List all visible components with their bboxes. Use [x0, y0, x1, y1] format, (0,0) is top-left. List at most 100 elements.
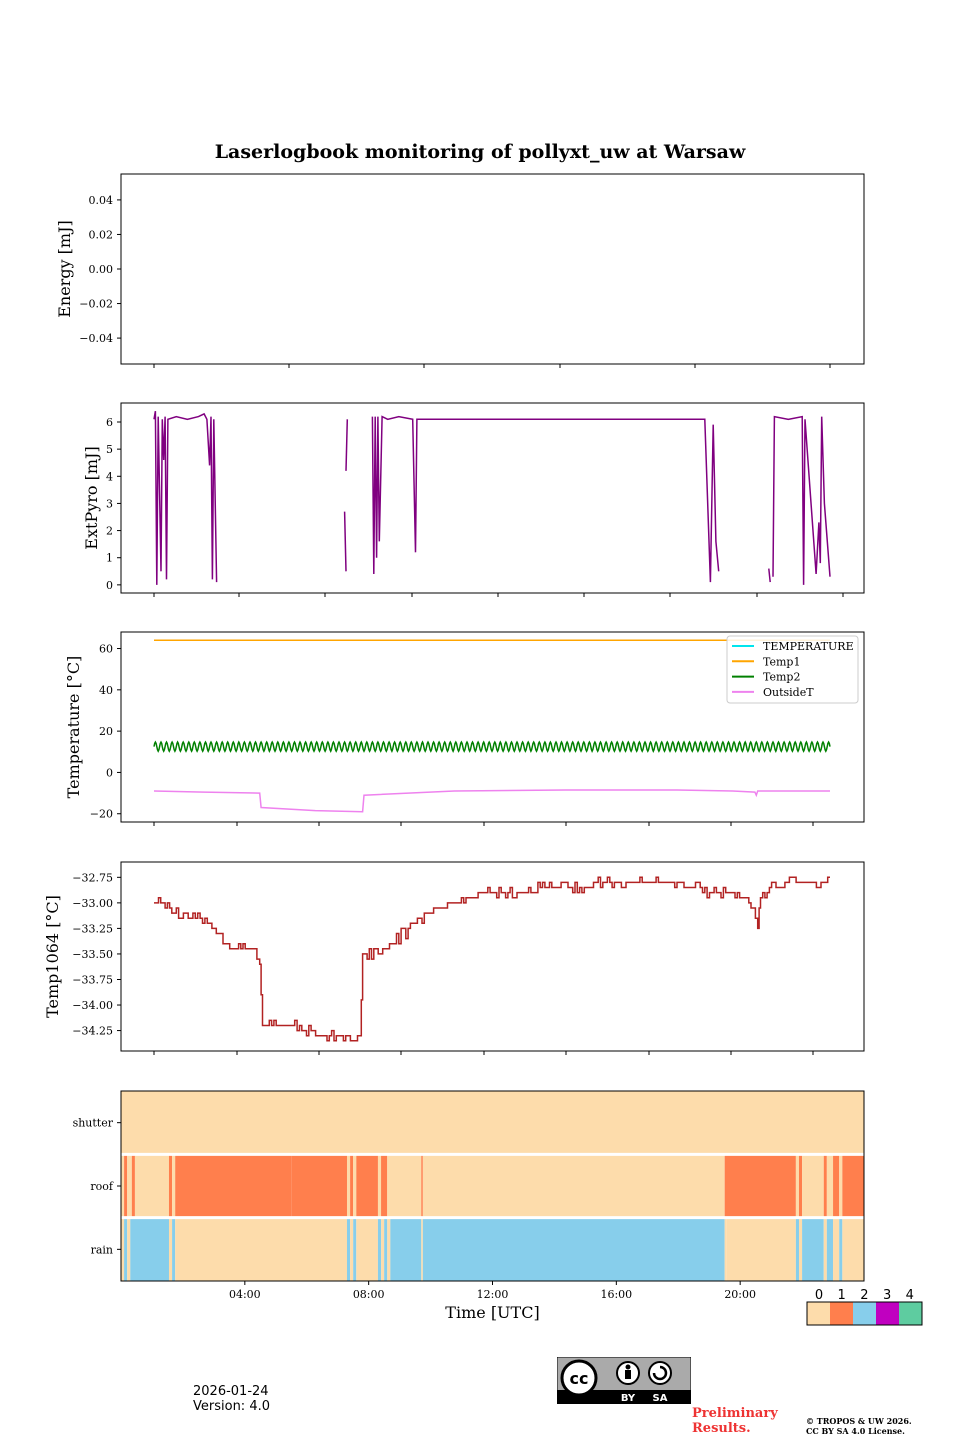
status-cell-rain: [802, 1217, 824, 1281]
status-cell-roof: [172, 1154, 176, 1218]
temperature-ytick-label: 0: [106, 766, 113, 779]
energy-ytick-label: 0.00: [89, 263, 114, 276]
colorbar-swatch-2: [853, 1302, 876, 1325]
status-cell-roof: [124, 1154, 128, 1218]
temp1064-ytick-label: −34.00: [72, 999, 113, 1012]
legend-label-temp1: Temp1: [763, 655, 800, 668]
cc-icon-label: cc: [570, 1369, 589, 1388]
colorbar-tick-label: 1: [838, 1288, 846, 1303]
status-xtick-label: 08:00: [353, 1288, 385, 1301]
status-cell-roof: [127, 1154, 132, 1218]
extpyro-ytick-label: 0: [106, 579, 113, 592]
extpyro-series-line-segment: [343, 511, 347, 572]
status-cell-roof: [724, 1154, 796, 1218]
temperature-legend-box: [726, 635, 859, 704]
temp1064-series-line: [154, 876, 830, 1042]
colorbar-frame: [806, 1301, 923, 1326]
temperature-ylabel: Temperature [°C]: [64, 656, 83, 799]
energy-axes-frame: [120, 173, 865, 365]
colorbar-tick-label: 3: [883, 1288, 891, 1303]
footer-date: 2026-01-24: [193, 1384, 269, 1399]
status-cell-rain: [130, 1217, 169, 1281]
footer-version: Version: 4.0: [193, 1399, 270, 1414]
status-cell-roof: [842, 1154, 864, 1218]
copyright-notice: © TROPOS & UW 2026. CC BY SA 4.0 License…: [806, 1416, 912, 1436]
extpyro-ytick-label: 5: [106, 443, 113, 456]
status-cell-roof: [168, 1154, 173, 1218]
status-cell-rain: [384, 1217, 388, 1281]
legend-label-temp2: Temp2: [763, 671, 800, 684]
status-cell-shutter: [121, 1091, 864, 1155]
status-cell-roof: [422, 1154, 725, 1218]
status-cell-rain: [127, 1217, 131, 1281]
temp1064-axes-frame: [120, 861, 865, 1052]
status-cell-rain: [842, 1217, 864, 1281]
extpyro-series-line-segment: [153, 410, 218, 585]
temp1064-ytick-label: −32.75: [72, 871, 113, 884]
preliminary-results-note: Preliminary Results.: [692, 1406, 778, 1436]
temperature-ytick-label: −20: [90, 808, 113, 821]
cc-by-sa-badge: cc BY SA: [556, 1356, 692, 1408]
legend-label-temperature: TEMPERATURE: [763, 640, 854, 653]
temperature-panel: 60 40 20 0 −20 Temperature [°C] TEMPERATURE Tem…: [64, 631, 865, 826]
temp1064-panel: −32.75 −33.00 −33.25 −33.50 −33.75 −34.00 −34.…: [43, 861, 865, 1055]
status-xlabel: Time [UTC]: [445, 1303, 539, 1322]
status-cell-roof: [291, 1154, 347, 1218]
status-cell-rain: [422, 1217, 725, 1281]
status-xtick-label: 12:00: [477, 1288, 509, 1301]
extpyro-ytick-label: 1: [106, 552, 113, 565]
status-cell-roof: [175, 1154, 292, 1218]
colorbar-tick-label: 4: [906, 1288, 914, 1303]
extpyro-ylabel: ExtPyro [mJ]: [82, 446, 101, 549]
temperature-ytick-label: 60: [99, 643, 113, 656]
status-cell-roof: [381, 1154, 388, 1218]
status-cell-rain: [124, 1217, 128, 1281]
status-cell-roof: [121, 1154, 125, 1218]
copyright-line-1: © TROPOS & UW 2026.: [806, 1416, 912, 1426]
colorbar-swatch-3: [876, 1302, 899, 1325]
status-cell-roof: [134, 1154, 169, 1218]
status-cell-rain: [121, 1217, 125, 1281]
extpyro-series-line-segment: [371, 415, 720, 583]
status-xtick-label: 04:00: [229, 1288, 261, 1301]
status-cell-rain: [823, 1217, 827, 1281]
status-cell-rain: [726, 1217, 796, 1281]
energy-panel: 0.04 0.02 0.00 −0.02 −0.04 Energy [mJ]: [55, 173, 865, 368]
extpyro-axes-frame: [120, 402, 865, 594]
status-row-label-rain: rain: [91, 1243, 113, 1256]
colorbar-swatch-4: [899, 1302, 922, 1325]
energy-ytick-label: −0.04: [79, 332, 113, 345]
status-cell-rain: [833, 1217, 840, 1281]
sa-label: SA: [653, 1393, 668, 1404]
footer-info: 2026-01-24 Version: 4.0: [193, 1384, 270, 1414]
energy-ylabel: Energy [mJ]: [55, 220, 74, 318]
temp1064-ytick-label: −33.75: [72, 973, 113, 986]
status-cell-roof: [356, 1154, 378, 1218]
temperature-ytick-label: 40: [99, 684, 113, 697]
temperature-ytick-label: 20: [99, 725, 113, 738]
temp1064-ylabel: Temp1064 [°C]: [43, 895, 62, 1018]
status-cell-roof: [839, 1154, 843, 1218]
status-cell-roof: [387, 1154, 422, 1218]
temperature-axes-frame: [120, 631, 865, 823]
status-row-label-roof: roof: [90, 1180, 114, 1193]
status-row-label-shutter: shutter: [73, 1117, 114, 1130]
status-cell-roof: [802, 1154, 824, 1218]
status-cell-roof: [833, 1154, 840, 1218]
cc-icon: [560, 1359, 598, 1397]
temp1064-ytick-label: −33.50: [72, 948, 113, 961]
by-label: BY: [621, 1393, 636, 1404]
status-cell-roof: [131, 1154, 135, 1218]
status-cell-rain: [839, 1217, 843, 1281]
sa-sharealike-icon: [648, 1361, 672, 1385]
status-cell-rain: [724, 1217, 727, 1281]
copyright-line-2: CC BY SA 4.0 License.: [806, 1426, 905, 1436]
status-cell-rain: [168, 1217, 173, 1281]
status-cell-rain: [826, 1217, 834, 1281]
status-cell-rain: [175, 1217, 347, 1281]
status-cell-rain: [353, 1217, 357, 1281]
extpyro-ytick-label: 6: [106, 416, 113, 429]
extpyro-ytick-label: 4: [106, 470, 113, 483]
status-cell-rain: [798, 1217, 803, 1281]
